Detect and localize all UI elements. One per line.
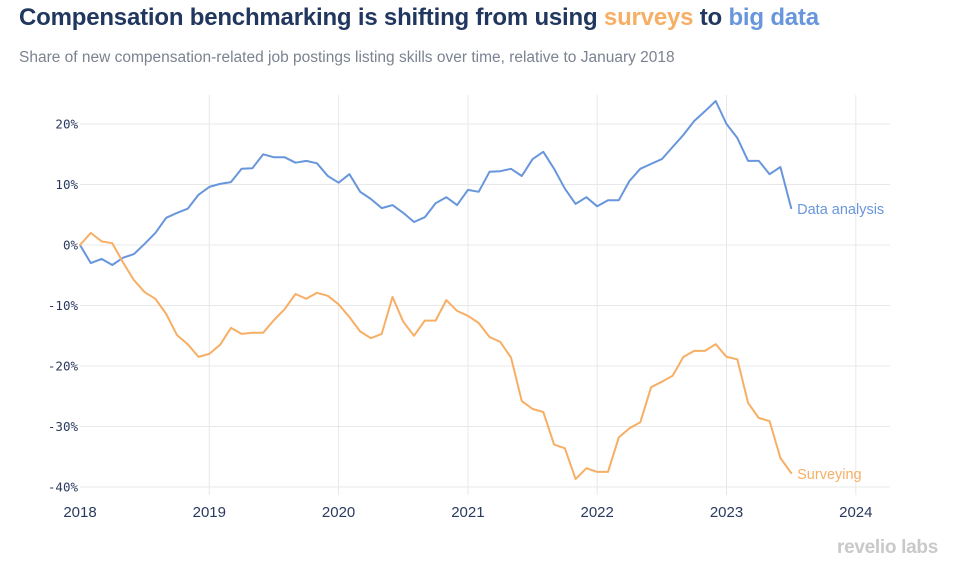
series-line-data-analysis (79, 100, 793, 266)
y-tick-label: -40% (48, 480, 79, 495)
y-gridlines (80, 123, 890, 488)
chart-subtitle: Share of new compensation-related job po… (19, 49, 675, 66)
title-big-data-highlight: big data (728, 4, 819, 31)
y-tick-label: -30% (48, 419, 79, 434)
title-surveys-highlight: surveys (603, 4, 694, 31)
y-axis-tick-labels: -40% -30% -20% -10% 0% 10% 20% (48, 117, 79, 495)
series-label-surveying: Surveying (797, 467, 861, 483)
series-labels: Data analysis Surveying (797, 202, 884, 483)
x-tick-label: 2022 (581, 504, 614, 521)
series-lines (79, 100, 793, 481)
series-label-data-analysis: Data analysis (797, 202, 884, 218)
x-tick-label: 2021 (451, 504, 484, 521)
x-tick-label: 2018 (63, 504, 96, 521)
y-tick-label: 20% (55, 117, 78, 132)
x-axis-tick-labels: 2018 2019 2020 2021 2022 2023 2024 (63, 504, 872, 521)
revelio-labs-logo: revelio labs (837, 537, 938, 558)
y-tick-label: 10% (55, 177, 78, 192)
x-tick-label: 2020 (322, 504, 355, 521)
x-tick-label: 2019 (193, 504, 226, 521)
x-gridlines (208, 95, 857, 495)
chart-title: Compensation benchmarking is shifting fr… (19, 4, 819, 32)
title-middle: to (693, 4, 729, 31)
title-prefix: Compensation benchmarking is shifting fr… (19, 4, 604, 31)
y-tick-label: -10% (48, 298, 79, 313)
y-tick-label: 0% (63, 238, 79, 253)
series-line-surveying (79, 231, 793, 481)
x-tick-label: 2023 (710, 504, 743, 521)
y-tick-label: -20% (48, 359, 79, 374)
x-tick-label: 2024 (839, 504, 872, 521)
